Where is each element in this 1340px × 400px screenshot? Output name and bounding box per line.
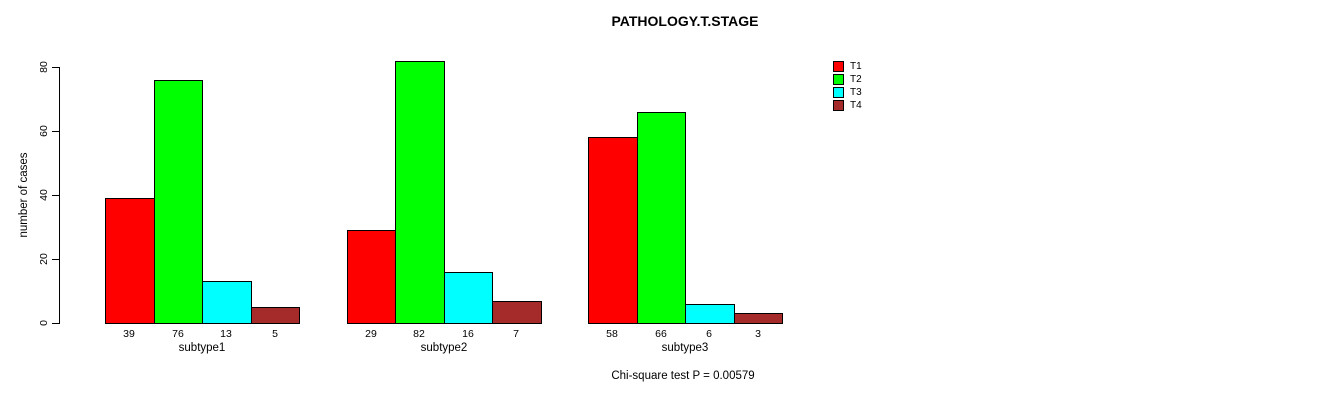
legend-swatch-T4 <box>833 100 844 111</box>
bar-subtype3-T4 <box>734 313 783 324</box>
x-axis-label-subtype1: subtype1 <box>178 342 226 354</box>
legend-item-T2: T2 <box>833 73 862 86</box>
y-axis-tick-label: 40 <box>38 189 50 201</box>
x-axis-label-subtype3: subtype3 <box>661 342 709 354</box>
legend-item-T3: T3 <box>833 86 862 99</box>
bar-subtype1-T1 <box>105 198 155 324</box>
legend-item-T4: T4 <box>833 99 862 112</box>
y-axis-title: number of cases <box>18 152 30 238</box>
y-axis-tick-label: 0 <box>38 320 50 326</box>
bar-subtype3-T3 <box>685 304 735 324</box>
legend-item-T1: T1 <box>833 60 862 73</box>
legend-swatch-T3 <box>833 87 844 98</box>
bar-value-subtype1-T3: 13 <box>220 328 232 340</box>
bar-value-subtype1-T4: 5 <box>272 328 278 340</box>
bar-subtype2-T1 <box>347 230 396 324</box>
bar-subtype1-T2 <box>154 80 203 324</box>
bar-value-subtype2-T1: 29 <box>365 328 377 340</box>
legend-label-T1: T1 <box>850 61 862 72</box>
y-axis-tick <box>52 323 59 324</box>
y-axis-tick <box>52 195 59 196</box>
bar-value-subtype1-T2: 76 <box>172 328 184 340</box>
bar-value-subtype2-T4: 7 <box>513 328 519 340</box>
bar-value-subtype2-T2: 82 <box>413 328 425 340</box>
bar-subtype1-T3 <box>202 281 252 324</box>
legend-label-T2: T2 <box>850 74 862 85</box>
legend-label-T4: T4 <box>850 100 862 111</box>
bar-value-subtype1-T1: 39 <box>123 328 135 340</box>
y-axis-line <box>59 67 60 324</box>
bar-value-subtype3-T1: 58 <box>606 328 618 340</box>
legend: T1 T2 T3 T4 <box>833 60 862 112</box>
bar-subtype3-T1 <box>588 137 638 324</box>
bar-value-subtype2-T3: 16 <box>462 328 474 340</box>
bar-subtype3-T2 <box>637 112 686 324</box>
bar-value-subtype3-T4: 3 <box>755 328 761 340</box>
y-axis-tick <box>52 131 59 132</box>
bar-value-subtype3-T2: 66 <box>655 328 667 340</box>
bar-subtype2-T3 <box>444 272 493 324</box>
chi-square-annotation: Chi-square test P = 0.00579 <box>611 370 755 382</box>
chart-title: PATHOLOGY.T.STAGE <box>611 13 759 29</box>
legend-swatch-T2 <box>833 74 844 85</box>
y-axis-tick-label: 80 <box>38 61 50 73</box>
bar-subtype1-T4 <box>251 307 300 324</box>
y-axis-tick <box>52 67 59 68</box>
y-axis-tick <box>52 259 59 260</box>
legend-swatch-T1 <box>833 61 844 72</box>
x-axis-label-subtype2: subtype2 <box>420 342 468 354</box>
y-axis-tick-label: 60 <box>38 125 50 137</box>
bar-subtype2-T2 <box>395 61 445 324</box>
legend-label-T3: T3 <box>850 87 862 98</box>
bar-subtype2-T4 <box>492 301 542 324</box>
bar-value-subtype3-T3: 6 <box>706 328 712 340</box>
y-axis-tick-label: 20 <box>38 253 50 265</box>
